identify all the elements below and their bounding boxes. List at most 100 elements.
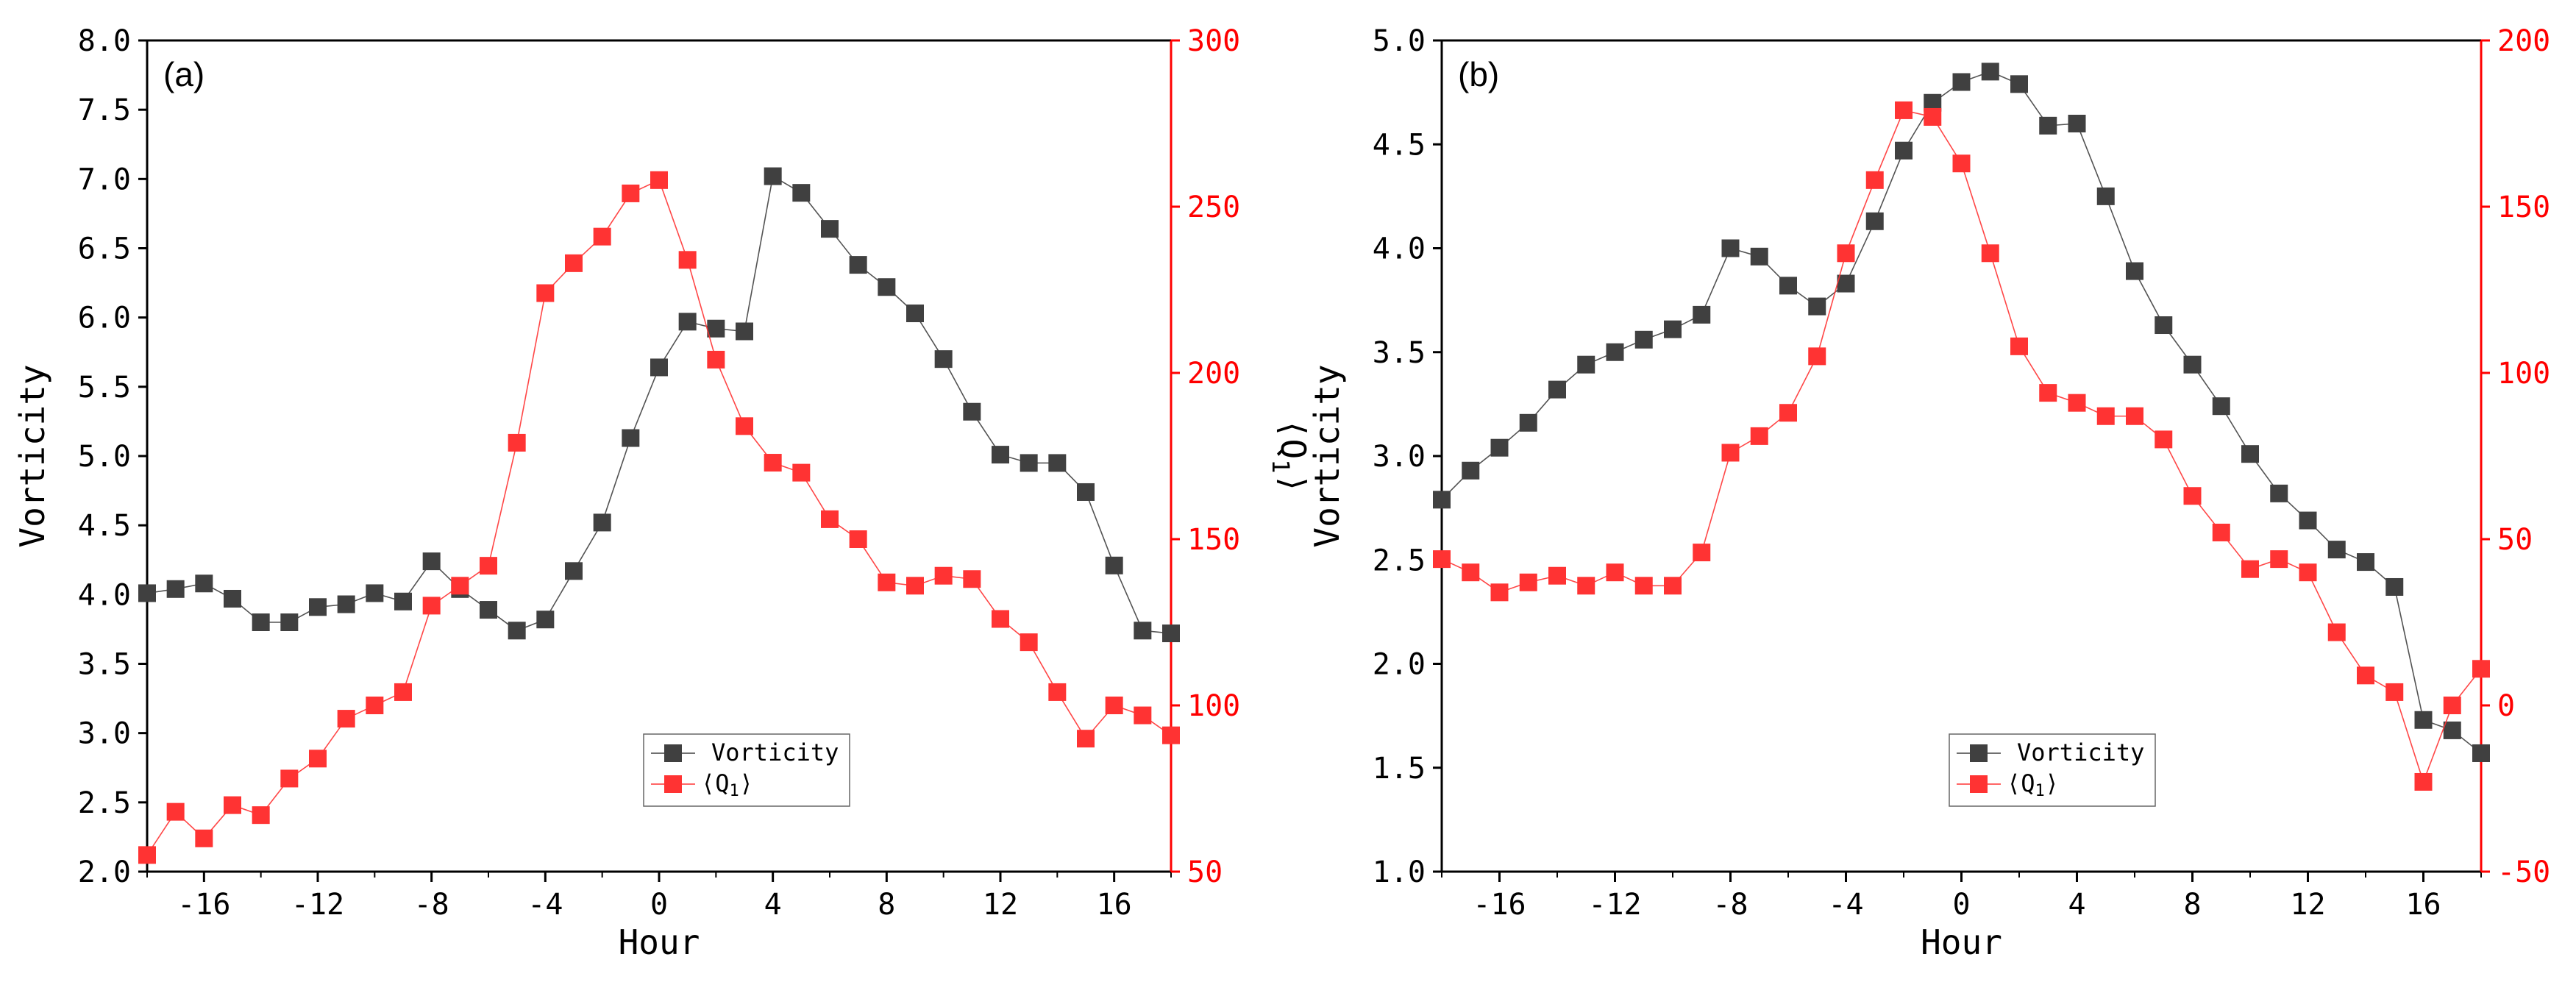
vorticity-point — [2472, 744, 2490, 762]
q1-point — [2183, 487, 2202, 505]
q1-point — [309, 750, 327, 768]
q1-point — [1433, 550, 1451, 569]
legend-q1-label-base: ⟨Q — [701, 769, 730, 797]
q1-point — [195, 829, 213, 847]
y-right-tick-label: 200 — [1187, 357, 1240, 391]
vorticity-point — [1020, 454, 1038, 472]
legend-q1-marker — [664, 775, 682, 793]
vorticity-point — [1952, 73, 1971, 91]
vorticity-point — [480, 601, 497, 619]
vorticity-point — [1490, 438, 1509, 457]
vorticity-point — [878, 278, 896, 296]
vorticity-point — [1865, 212, 1884, 230]
legend-q1-label-subscript: 1 — [730, 782, 739, 800]
vorticity-point — [2155, 316, 2173, 335]
legend-q1-label: ⟨Q1⟩ — [701, 769, 753, 800]
vorticity-point — [394, 592, 412, 611]
vorticity-point — [992, 446, 1009, 464]
q1-point — [1924, 107, 1942, 126]
q1-point — [2270, 550, 2288, 569]
y-right-tick-label: 300 — [1187, 24, 1240, 58]
vorticity-point — [252, 613, 270, 631]
x-tick-label: 4 — [764, 888, 782, 922]
q1-point — [1162, 726, 1180, 744]
q1-point — [906, 577, 924, 595]
q1-point — [792, 463, 811, 482]
q1-point — [2472, 660, 2490, 678]
q1-point — [1779, 404, 1797, 422]
vorticity-point — [1048, 454, 1067, 472]
y-left-tick-label: 3.5 — [78, 648, 131, 682]
q1-point — [1750, 427, 1768, 445]
vorticity-series-line — [146, 175, 1172, 634]
y-left-tick-label: 5.0 — [78, 440, 131, 474]
q1-point — [366, 697, 384, 714]
x-tick-label: -16 — [1473, 888, 1526, 922]
vorticity-point — [593, 513, 611, 532]
y-left-tick-label: 3.0 — [78, 717, 131, 751]
q1-point — [1519, 573, 1537, 591]
legend: Vorticity ⟨Q1⟩ — [1949, 733, 2156, 807]
q1-point — [536, 284, 555, 302]
vorticity-point — [224, 589, 241, 608]
legend-q1-marker — [1970, 775, 1988, 793]
vorticity-point — [1577, 355, 1595, 374]
x-axis-title: Hour — [619, 922, 700, 962]
x-tick-label: 16 — [1097, 888, 1132, 922]
q1-point — [138, 846, 156, 864]
vorticity-point — [622, 429, 640, 447]
q1-point — [2212, 523, 2230, 541]
panel-a: -16 -12 -8 -4 0 4 8 12 16 2.0 2.5 3.0 3.5 4.0 4.5 5.0 5.… — [13, 24, 1313, 962]
q1-point — [849, 530, 867, 548]
vorticity-point — [1548, 380, 1566, 399]
q1-point — [2126, 407, 2143, 425]
vorticity-point — [2241, 445, 2259, 463]
y-right-tick-label: 0 — [2497, 689, 2515, 723]
vorticity-point — [2299, 511, 2317, 530]
q1-point — [650, 171, 668, 189]
vorticity-point — [1664, 320, 1682, 338]
x-tick-label: 16 — [2405, 888, 2441, 922]
y-left-tick-label: 2.0 — [1373, 648, 1426, 682]
x-tick-label: -12 — [1588, 888, 1641, 922]
vorticity-point — [1837, 274, 1855, 293]
q1-point — [2327, 623, 2346, 641]
vorticity-point — [1433, 491, 1451, 509]
legend-vorticity-marker — [664, 744, 682, 762]
vorticity-point — [792, 184, 811, 202]
q1-point — [678, 251, 697, 269]
legend-q1-label-subscript: 1 — [2035, 782, 2045, 800]
q1-point — [2039, 384, 2057, 402]
q1-point — [1952, 154, 1971, 173]
x-tick-label: -4 — [527, 888, 563, 922]
y-left-tick-label: 4.5 — [78, 509, 131, 543]
q1-point — [166, 802, 185, 821]
q1-point — [2385, 683, 2404, 701]
vorticity-point — [2010, 75, 2028, 93]
q1-point — [963, 570, 981, 588]
q1-point — [1577, 577, 1595, 595]
vorticity-point — [934, 350, 953, 369]
vorticity-point — [536, 611, 555, 629]
vorticity-point — [1808, 297, 1826, 316]
x-tick-label: 0 — [650, 888, 668, 922]
y-left-tick-label: 5.0 — [1373, 24, 1426, 58]
q1-point — [1490, 583, 1509, 602]
panel-b: -16 -12 -8 -4 0 4 8 12 16 1.0 1.5 2.0 2.5 3.0 3.5 4.0 4.… — [1307, 24, 2550, 962]
y-right-tick-label: -50 — [2497, 855, 2550, 889]
q1-point — [992, 610, 1009, 628]
vorticity-point — [821, 220, 839, 238]
x-tick-label: 4 — [2068, 888, 2085, 922]
q1-point — [224, 796, 241, 814]
vorticity-point — [1981, 63, 1999, 81]
q1-point — [1895, 101, 1913, 119]
q1-point — [1837, 244, 1855, 263]
y-right-axis-title: ⟨Q1⟩ — [1267, 419, 1313, 494]
vorticity-point — [1693, 305, 1711, 324]
y-left-tick-label: 5.5 — [78, 371, 131, 405]
q1-point — [1865, 171, 1884, 189]
vorticity-point — [1634, 330, 1653, 349]
panel-label: (b) — [1458, 55, 1499, 93]
y-right-tick-label: 100 — [1187, 689, 1240, 723]
q1-point — [2096, 407, 2115, 425]
